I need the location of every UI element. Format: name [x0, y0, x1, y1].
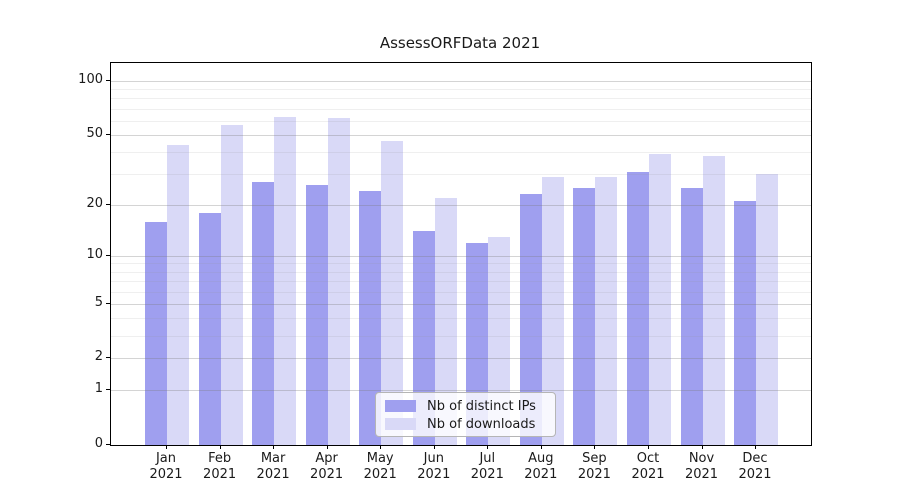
y-tick [106, 389, 110, 391]
y-tick-label: 10 [86, 246, 103, 262]
bar-downloads-nov [702, 156, 725, 445]
x-tick-label: Aug 2021 [524, 451, 558, 482]
y-tick-label: 1 [94, 381, 103, 397]
y-tick [106, 357, 110, 359]
bar-downloads-jan [167, 144, 189, 445]
y-tick [106, 80, 110, 81]
y-tick-label: 0 [94, 436, 103, 451]
legend-swatch-distinct-ips [385, 400, 416, 412]
y-tick-label: 50 [86, 125, 103, 141]
chart-title: AssessORFData 2021 [379, 34, 541, 52]
minor-gridline [111, 335, 811, 337]
bar-distinct-ips-feb [198, 212, 221, 445]
bar-distinct-ips-apr [305, 185, 328, 445]
x-tick [380, 445, 382, 449]
major-gridline [111, 134, 811, 136]
legend-label-downloads: Nb of downloads [427, 416, 536, 432]
bar-distinct-ips-jun [412, 231, 435, 445]
plot-area [110, 62, 812, 446]
bar-downloads-dec [756, 174, 779, 445]
minor-gridline [111, 120, 811, 122]
bar-distinct-ips-dec [734, 201, 757, 445]
y-tick-label: 20 [86, 195, 103, 211]
x-tick-label: Oct 2021 [631, 451, 665, 482]
bar-distinct-ips-aug [519, 194, 542, 445]
major-gridline [111, 303, 811, 305]
minor-gridline [111, 152, 811, 154]
x-tick-label: May 2021 [363, 451, 397, 482]
x-tick-label: Apr 2021 [310, 451, 344, 482]
bar-downloads-sep [595, 176, 618, 445]
bar-downloads-feb [220, 124, 243, 445]
x-tick [487, 445, 489, 449]
major-gridline [111, 255, 811, 257]
minor-gridline [111, 174, 811, 176]
minor-gridline [111, 89, 811, 91]
bar-distinct-ips-nov [680, 188, 703, 445]
x-tick [540, 445, 542, 449]
bar-downloads-jun [434, 197, 457, 445]
x-tick-label: Dec 2021 [738, 451, 772, 482]
bar-distinct-ips-may [359, 191, 382, 445]
major-gridline [111, 358, 811, 360]
legend: Nb of distinct IPs Nb of downloads [375, 392, 556, 437]
x-tick [166, 445, 167, 449]
x-tick [433, 445, 435, 449]
minor-gridline [111, 108, 811, 110]
legend-label-distinct-ips: Nb of distinct IPs [427, 398, 536, 414]
y-tick-label: 5 [94, 294, 103, 310]
major-gridline [111, 390, 811, 392]
minor-gridline [111, 291, 811, 293]
y-tick-label: 100 [78, 72, 103, 87]
x-tick [219, 445, 221, 449]
bar-downloads-may [381, 141, 404, 445]
y-tick [106, 302, 110, 304]
bar-distinct-ips-oct [626, 171, 649, 445]
x-tick [594, 445, 596, 449]
bar-downloads-aug [541, 176, 564, 445]
y-tick [106, 254, 110, 256]
major-gridline [111, 204, 811, 206]
bar-downloads-oct [648, 154, 671, 445]
x-tick-label: Jul 2021 [470, 451, 504, 482]
bar-downloads-apr [327, 118, 350, 445]
legend-item-downloads: Nb of downloads [385, 416, 546, 432]
legend-swatch-downloads [385, 418, 416, 430]
y-tick-label: 2 [94, 349, 103, 365]
minor-gridline [111, 318, 811, 320]
x-tick-label: Feb 2021 [203, 451, 237, 482]
x-tick [648, 445, 649, 449]
y-tick [106, 203, 110, 205]
x-tick [273, 445, 275, 449]
bar-distinct-ips-jan [145, 221, 167, 445]
x-tick-label: Jun 2021 [417, 451, 451, 482]
y-tick [106, 133, 110, 135]
x-tick-label: Nov 2021 [684, 451, 719, 482]
minor-gridline [111, 281, 811, 282]
x-tick [701, 445, 703, 449]
x-tick-label: Mar 2021 [256, 451, 290, 482]
legend-item-distinct-ips: Nb of distinct IPs [385, 398, 546, 414]
bar-downloads-mar [274, 117, 297, 445]
major-gridline [111, 81, 811, 82]
bar-distinct-ips-mar [252, 182, 275, 445]
x-tick-label: Sep 2021 [577, 451, 611, 482]
x-tick-label: Jan 2021 [149, 451, 183, 482]
bar-distinct-ips-sep [573, 188, 596, 445]
minor-gridline [111, 98, 811, 100]
minor-gridline [111, 263, 811, 265]
y-tick [106, 444, 110, 445]
x-tick [326, 445, 328, 449]
x-tick [755, 445, 756, 449]
minor-gridline [111, 271, 811, 273]
